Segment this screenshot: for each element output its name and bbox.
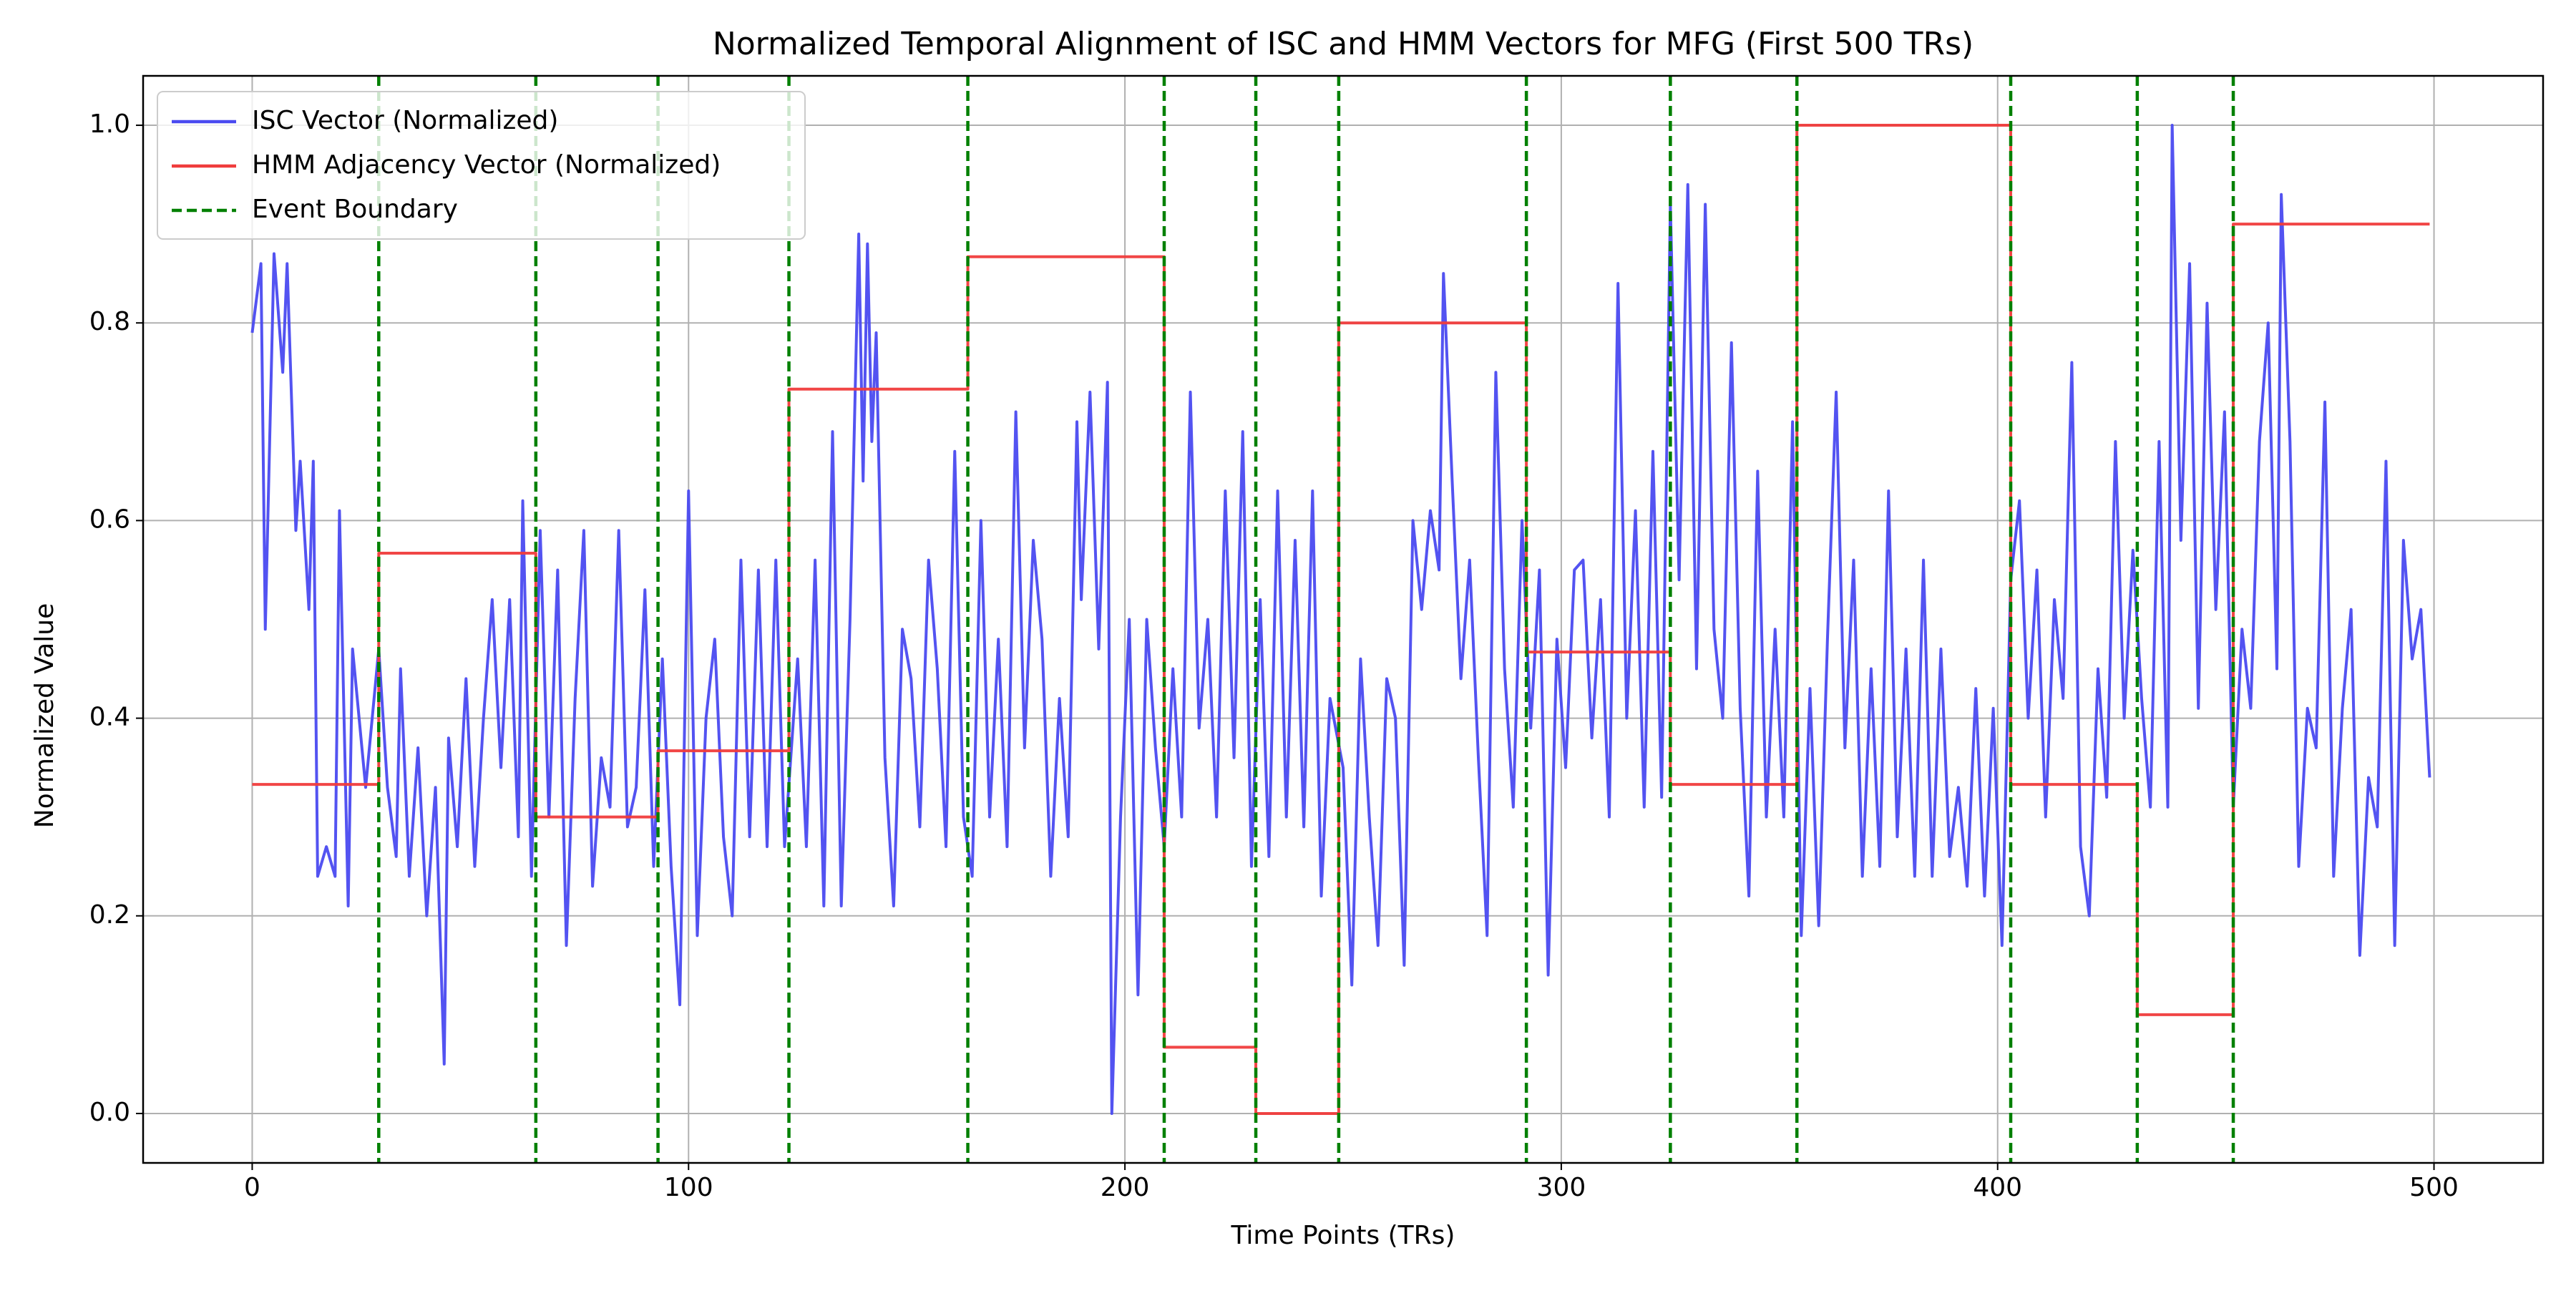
series-line: [250, 124, 2431, 1115]
y-tick-label: 0.0: [89, 1098, 130, 1127]
y-tick-label: 0.4: [89, 703, 130, 732]
x-tick-label: 0: [244, 1173, 260, 1202]
x-tick-label: 400: [1973, 1173, 2022, 1202]
x-tick-label: 500: [2409, 1173, 2459, 1202]
y-tick-label: 1.0: [89, 109, 130, 139]
x-axis-label: Time Points (TRs): [1231, 1221, 1455, 1250]
legend: ISC Vector (Normalized) HMM Adjacency Vec…: [157, 91, 806, 240]
axes-frame: [142, 74, 2545, 1164]
legend-label: HMM Adjacency Vector (Normalized): [252, 150, 721, 180]
y-tick-label: 0.6: [89, 505, 130, 534]
x-tick-label: 200: [1101, 1173, 1150, 1202]
legend-label: ISC Vector (Normalized): [252, 106, 558, 135]
y-tick-label: 0.2: [89, 900, 130, 930]
x-tick-label: 300: [1537, 1173, 1586, 1202]
series-line: [252, 124, 2430, 1115]
legend-box: [157, 91, 806, 240]
ticks: 0 100 200 300 400 500 0.0 0.2 0.4 0.6 0.8 1.0: [89, 109, 2459, 1202]
x-tick-label: 100: [664, 1173, 713, 1202]
plot-area: [250, 76, 2431, 1163]
chart-title: Normalized Temporal Alignment of ISC and…: [713, 26, 1974, 62]
y-tick-label: 0.8: [89, 307, 130, 336]
legend-label: Event Boundary: [252, 195, 458, 224]
y-axis-label: Normalized Value: [30, 603, 59, 828]
